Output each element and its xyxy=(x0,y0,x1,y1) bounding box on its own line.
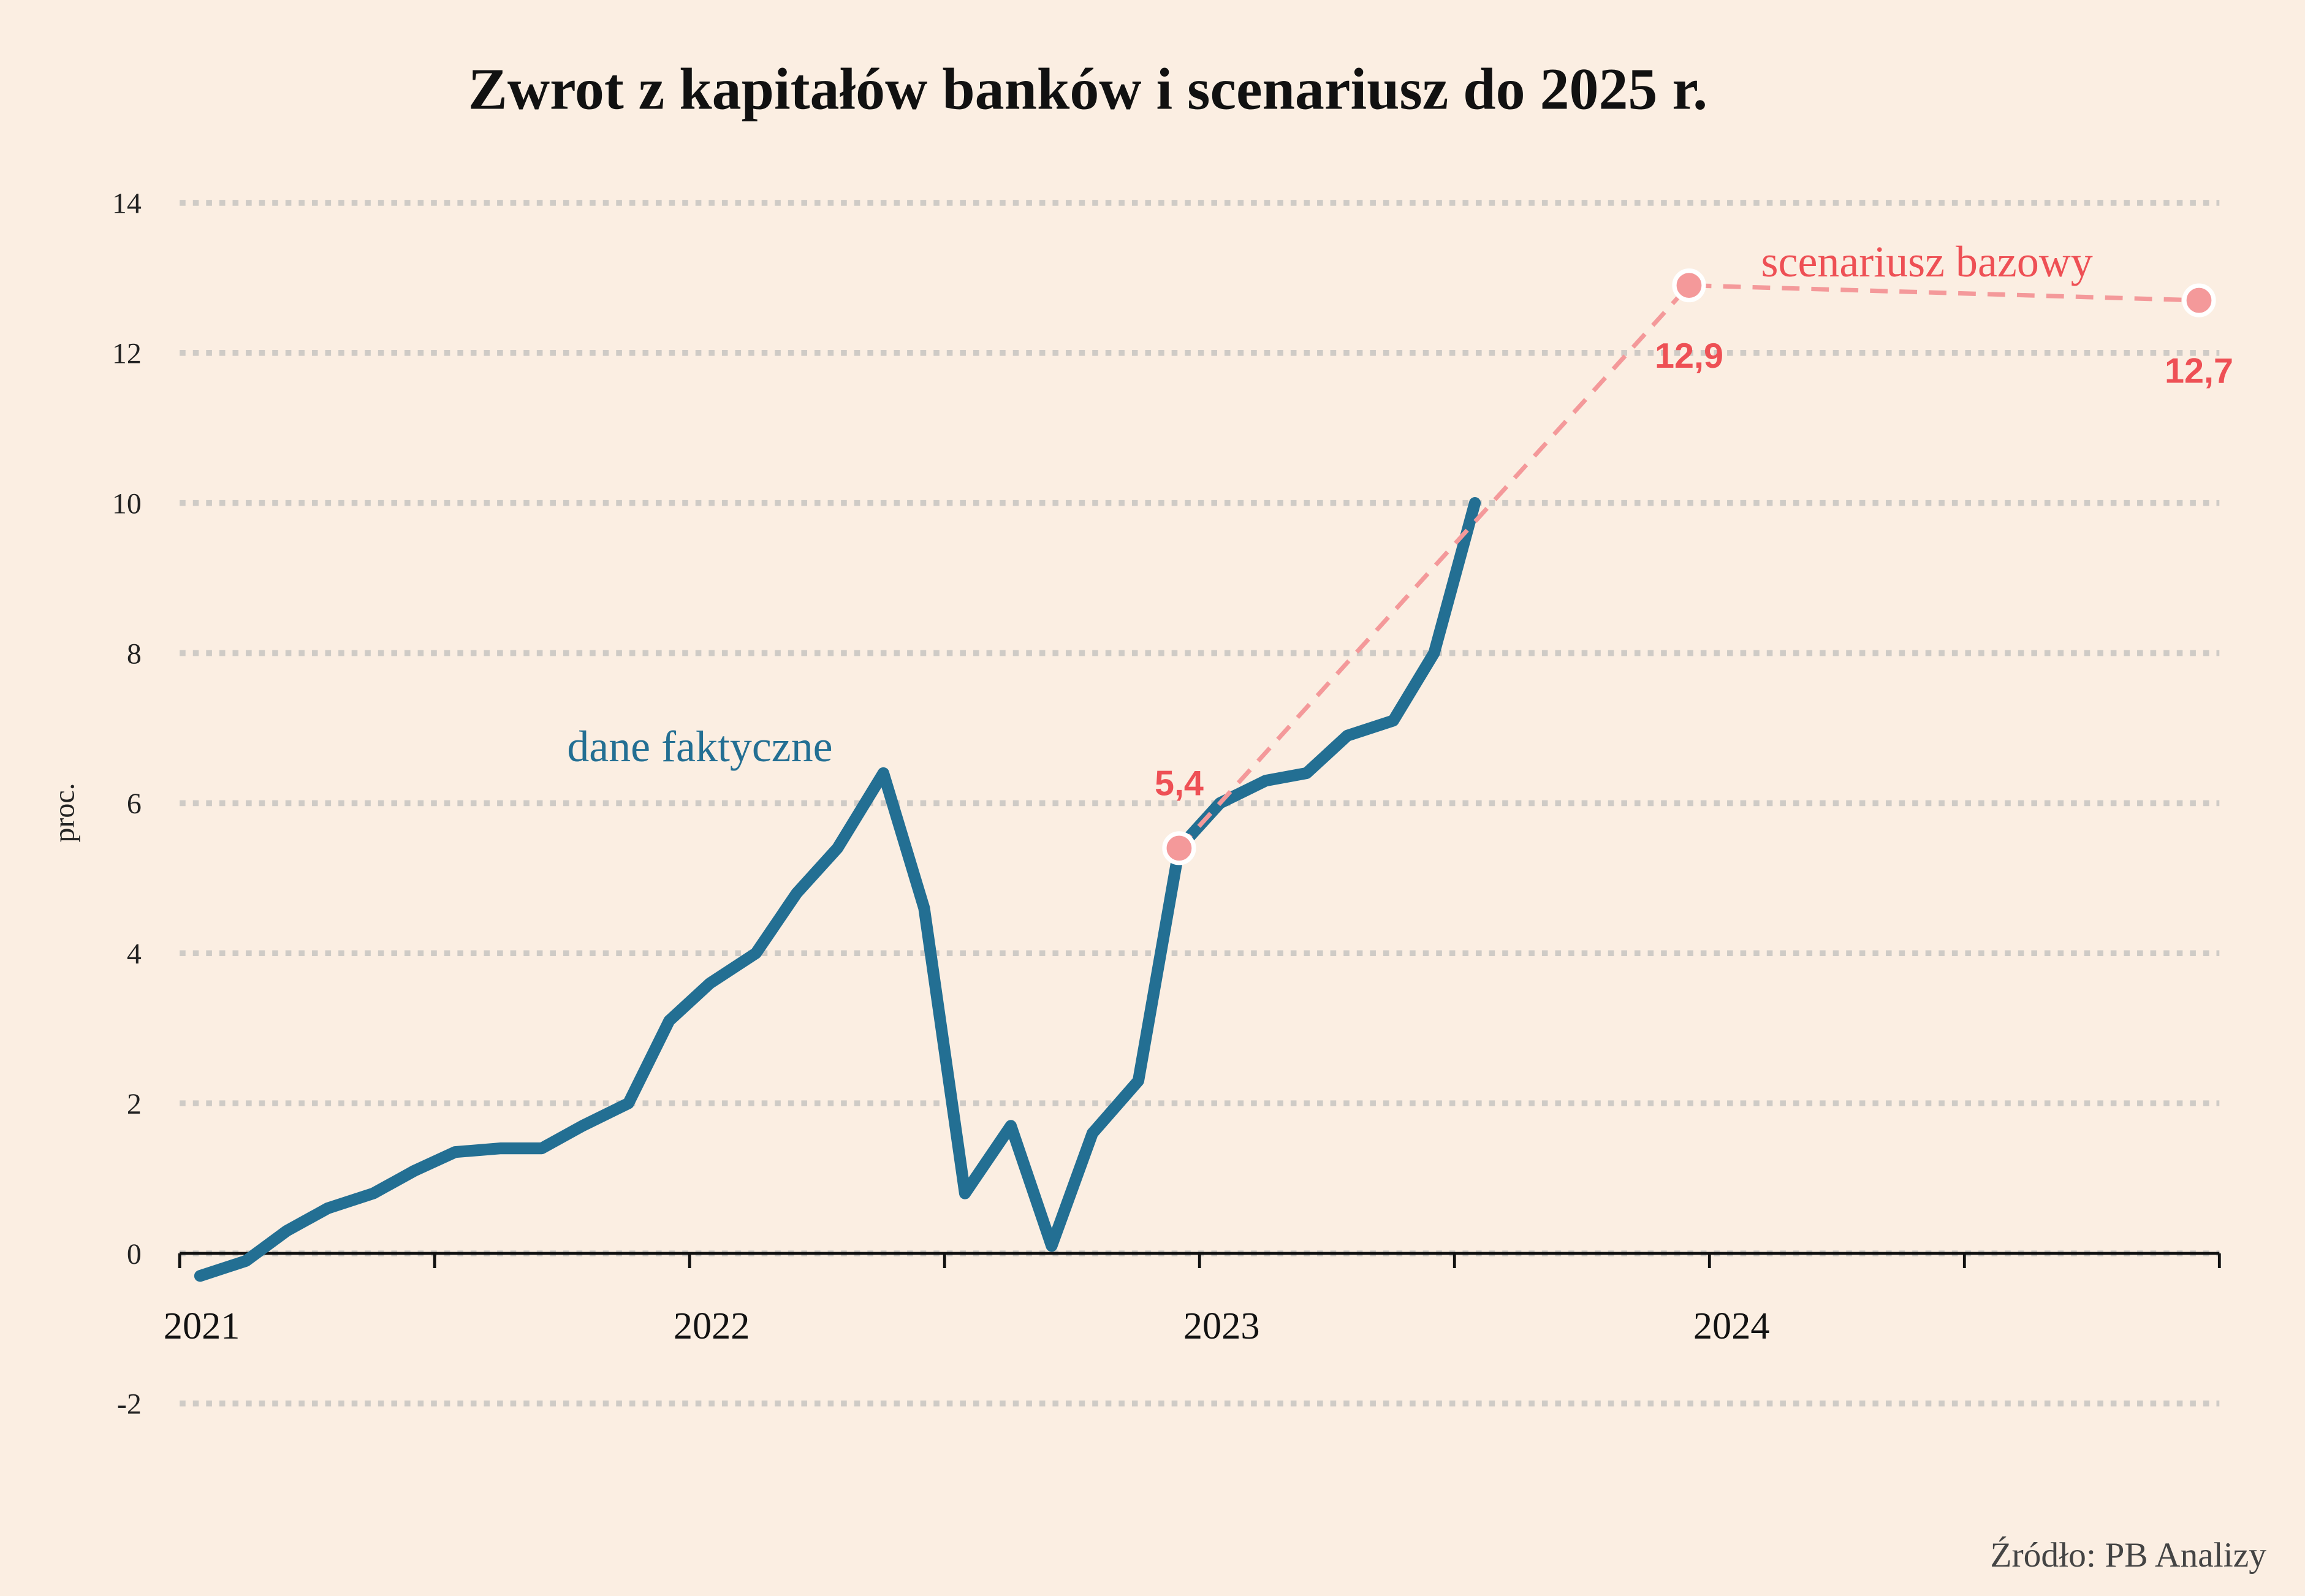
scenario-marker xyxy=(1672,268,1706,303)
y-tick-label: 14 xyxy=(112,188,142,220)
chart-title: Zwrot z kapitałów banków i scenariusz do… xyxy=(468,56,1707,121)
value-label: 5,4 xyxy=(1155,764,1204,804)
y-tick-label: 12 xyxy=(112,338,142,370)
value-label: 12,7 xyxy=(2165,351,2233,390)
actual-line xyxy=(194,497,1481,1282)
x-tick-label: 2021 xyxy=(164,1305,240,1347)
scenario-marker xyxy=(1162,831,1196,865)
value-label: 12,9 xyxy=(1655,336,1723,376)
source: Źródło: PB Analizy xyxy=(1990,1536,2266,1575)
y-tick-label: 2 xyxy=(127,1088,142,1120)
y-tick-label: 6 xyxy=(127,788,142,820)
y-tick-label: 8 xyxy=(127,637,142,670)
y-tick-label: -2 xyxy=(117,1388,142,1421)
x-tick-label: 2023 xyxy=(1183,1305,1260,1347)
series-label: dane faktyczne xyxy=(567,722,832,771)
x-tick-label: 2024 xyxy=(1693,1305,1770,1347)
y-tick-label: 0 xyxy=(127,1238,142,1271)
y-tick-label: 4 xyxy=(127,938,142,970)
series-label: scenariusz bazowy xyxy=(1761,237,2093,286)
scenario-line xyxy=(1177,283,2200,850)
x-tick-label: 2022 xyxy=(674,1305,750,1347)
y-axis-label: proc. xyxy=(48,783,81,842)
y-tick-label: 10 xyxy=(112,487,142,520)
scenario-marker xyxy=(2182,283,2216,317)
